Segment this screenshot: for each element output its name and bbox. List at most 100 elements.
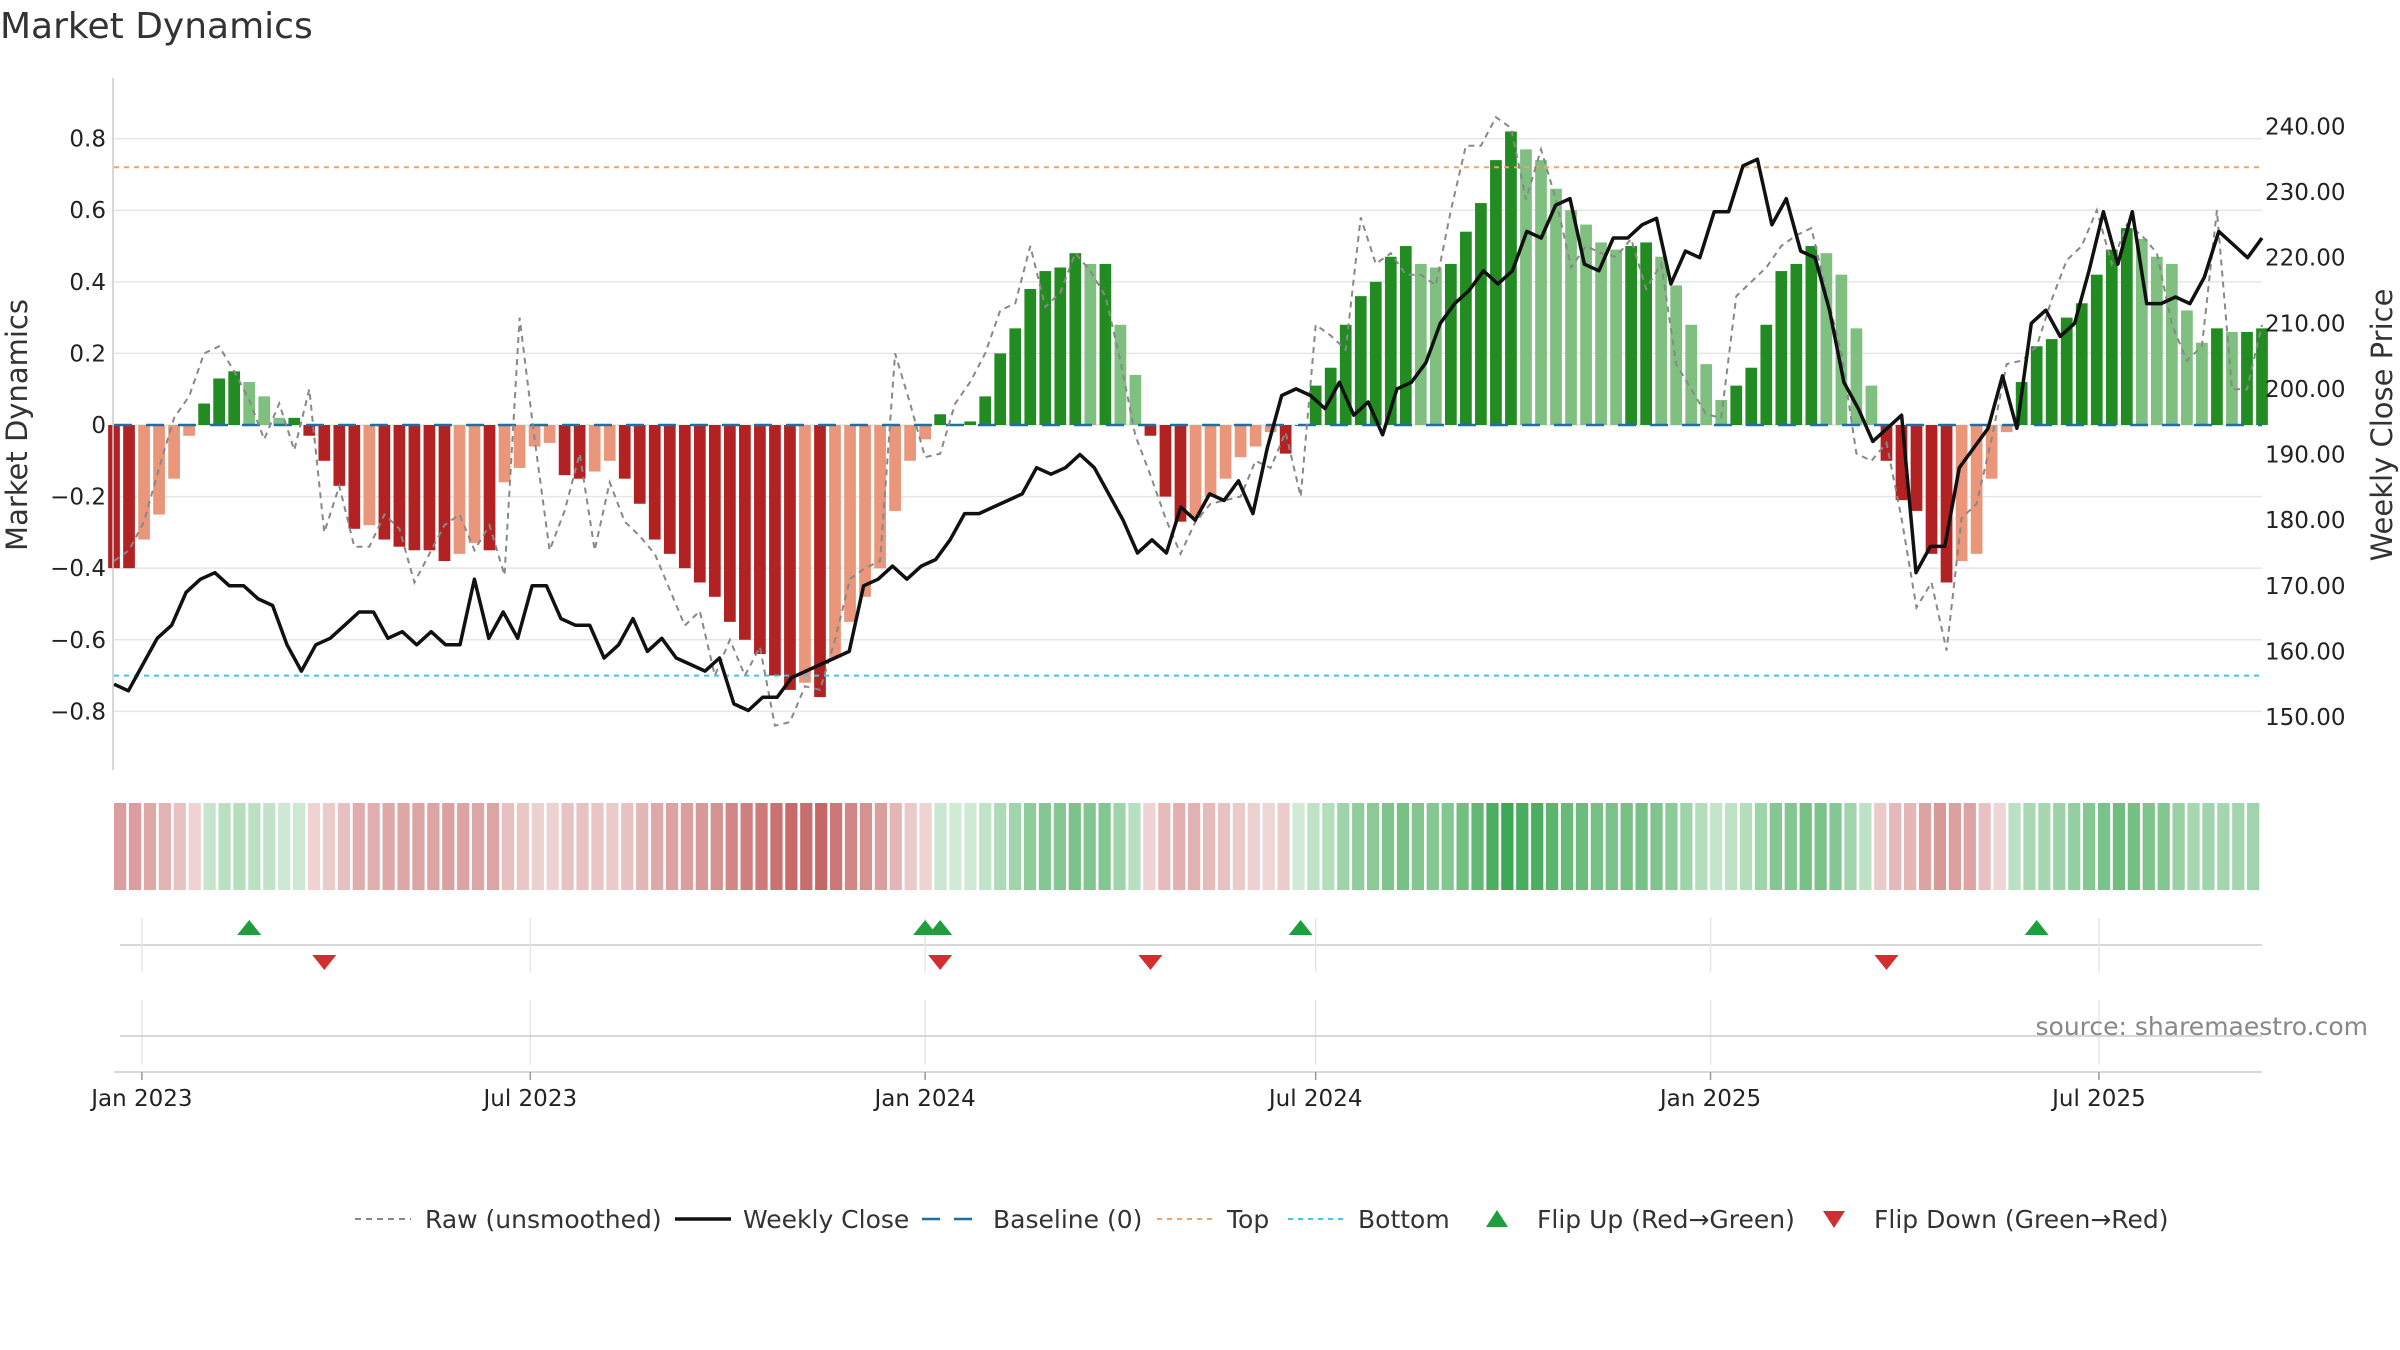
regime-cell: [218, 803, 231, 890]
momentum-bar: [1520, 149, 1532, 425]
regime-cell: [114, 803, 127, 890]
momentum-bar: [1099, 263, 1112, 425]
momentum-bar: [1445, 263, 1457, 425]
momentum-bar: [1339, 324, 1352, 425]
momentum-bar: [423, 425, 436, 551]
regime-cell: [1814, 803, 1827, 890]
regime-cell: [1904, 803, 1917, 890]
regime-cell: [2112, 803, 2126, 890]
regime-cell: [472, 803, 485, 890]
regime-cell: [1083, 803, 1096, 890]
x-tick-label: Jul 2024: [1267, 1086, 1363, 1112]
regime-cell: [1023, 803, 1037, 890]
y-left-tick-label: −0.8: [50, 699, 106, 725]
regime-cell: [919, 803, 932, 890]
regime-cell: [367, 803, 380, 890]
momentum-bar: [663, 425, 676, 554]
momentum-bar: [1820, 253, 1833, 425]
legend-label: Raw (unsmoothed): [425, 1205, 662, 1234]
momentum-bar: [1535, 160, 1547, 425]
momentum-bar: [1745, 367, 1758, 425]
regime-cell: [1038, 803, 1052, 890]
regime-cell: [2247, 803, 2260, 890]
momentum-bar: [1505, 131, 1517, 425]
momentum-bar: [123, 425, 135, 569]
regime-cell: [1113, 803, 1126, 890]
flip-down-marker: [312, 955, 337, 970]
momentum-bar: [1039, 271, 1052, 425]
momentum-bar: [618, 425, 631, 479]
momentum-bar: [1249, 425, 1262, 447]
flip-down-marker: [1874, 955, 1899, 970]
regime-cell: [486, 803, 500, 890]
regime-cell: [1531, 803, 1544, 890]
regime-cell: [531, 803, 544, 890]
momentum-bar: [393, 425, 406, 547]
legend-label: Bottom: [1358, 1205, 1450, 1234]
regime-cell: [233, 803, 246, 890]
momentum-bar: [1490, 160, 1502, 425]
momentum-bar: [814, 425, 826, 698]
regime-cell: [1665, 803, 1678, 890]
momentum-bar: [2090, 274, 2103, 425]
momentum-bar: [1970, 425, 1983, 554]
regime-cell: [412, 803, 425, 890]
momentum-bar: [678, 425, 691, 569]
momentum-bar: [1640, 242, 1652, 425]
regime-cell: [2038, 803, 2051, 890]
regime-cell: [1009, 803, 1022, 890]
flip-up-marker: [237, 920, 262, 935]
legend-label: Weekly Close: [743, 1205, 909, 1234]
regime-cell: [1158, 803, 1171, 890]
legend-label: Flip Down (Green→Red): [1874, 1205, 2169, 1234]
momentum-bar: [438, 425, 451, 562]
momentum-bar: [468, 425, 481, 544]
y-right-axis-title: Weekly Close Price: [2365, 289, 2399, 562]
momentum-bar: [1685, 324, 1698, 425]
legend-swatch: [1823, 1211, 1845, 1228]
regime-cell: [1307, 803, 1320, 890]
regime-cell: [710, 803, 723, 890]
momentum-bar: [1925, 425, 1938, 554]
regime-cell: [1725, 803, 1738, 890]
flip-up-marker: [1288, 920, 1313, 935]
momentum-bar: [754, 425, 766, 655]
regime-cell: [874, 803, 887, 890]
regime-cell: [1978, 803, 1991, 890]
momentum-bar: [1354, 296, 1367, 425]
regime-cell: [1247, 803, 1260, 890]
regime-cell: [1754, 803, 1768, 890]
flip-down-marker: [928, 955, 953, 970]
momentum-bar: [1414, 263, 1427, 425]
regime-cell: [1426, 803, 1439, 890]
momentum-bar: [1985, 425, 1998, 479]
momentum-bar: [573, 425, 586, 479]
momentum-bar: [1940, 425, 1953, 583]
regime-cell: [1918, 803, 1932, 890]
regime-cell: [293, 803, 306, 890]
y-right-tick-label: 200.00: [2265, 377, 2345, 403]
regime-cell: [755, 803, 768, 890]
y-right-tick-label: 180.00: [2265, 508, 2345, 534]
regime-cell: [2097, 803, 2111, 890]
regime-cell: [1352, 803, 1365, 890]
regime-cell: [2217, 803, 2230, 890]
momentum-bar: [513, 425, 526, 468]
regime-cell: [1277, 803, 1290, 890]
regime-cell: [591, 803, 604, 890]
momentum-bar: [1460, 231, 1472, 425]
y-right-tick-label: 190.00: [2265, 443, 2345, 469]
y-right-tick-label: 230.00: [2265, 180, 2345, 206]
momentum-bar: [558, 425, 571, 476]
momentum-bar: [1399, 246, 1412, 425]
momentum-bar: [769, 425, 781, 676]
regime-cell: [815, 803, 828, 890]
y-left-tick-label: 0.2: [69, 341, 106, 367]
regime-cell: [2142, 803, 2155, 890]
regime-cell: [278, 803, 291, 890]
momentum-bar: [1670, 285, 1683, 425]
regime-cell: [1620, 803, 1633, 890]
momentum-bar: [348, 425, 361, 529]
regime-cell: [1068, 803, 1081, 890]
momentum-bar: [483, 425, 496, 551]
